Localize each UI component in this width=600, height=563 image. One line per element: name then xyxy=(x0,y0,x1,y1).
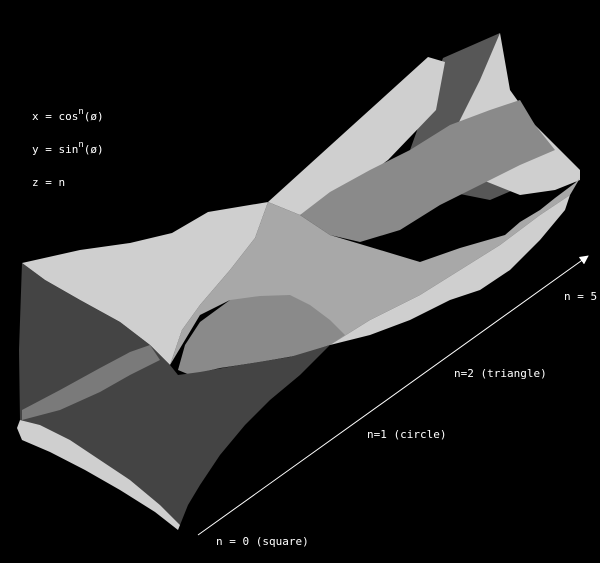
equation-y-exponent: n xyxy=(78,140,84,150)
surface-center-gray xyxy=(170,178,580,365)
equation-x: x = cosn(ø) xyxy=(32,107,104,124)
surface-left-streak xyxy=(22,345,160,420)
surface-bottom-rim xyxy=(17,420,180,530)
surface-upper-left xyxy=(22,202,268,365)
label-n1-circle: n=1 (circle) xyxy=(367,428,447,441)
label-n5: n = 5 xyxy=(564,290,598,303)
equation-x-arg: (ø) xyxy=(83,110,104,123)
n-axis-arrow xyxy=(197,255,589,536)
equation-z: z = n xyxy=(32,176,65,190)
equation-y-arg: (ø) xyxy=(83,143,104,156)
surface-left-face xyxy=(19,263,330,525)
equation-x-lhs: x = cos xyxy=(32,110,79,123)
equation-y-lhs: y = sin xyxy=(32,143,79,156)
surface-mid-patch xyxy=(178,295,345,375)
label-n0-square: n = 0 (square) xyxy=(216,535,309,548)
surface-lower-right xyxy=(330,195,570,345)
equation-x-exponent: n xyxy=(78,107,84,117)
label-n2-triangle: n=2 (triangle) xyxy=(454,367,547,380)
surface-ridge-dark xyxy=(300,100,555,242)
equation-y: y = sinn(ø) xyxy=(32,140,104,157)
equation-z-text: z = n xyxy=(32,176,66,189)
surface-top-edge xyxy=(268,57,445,215)
